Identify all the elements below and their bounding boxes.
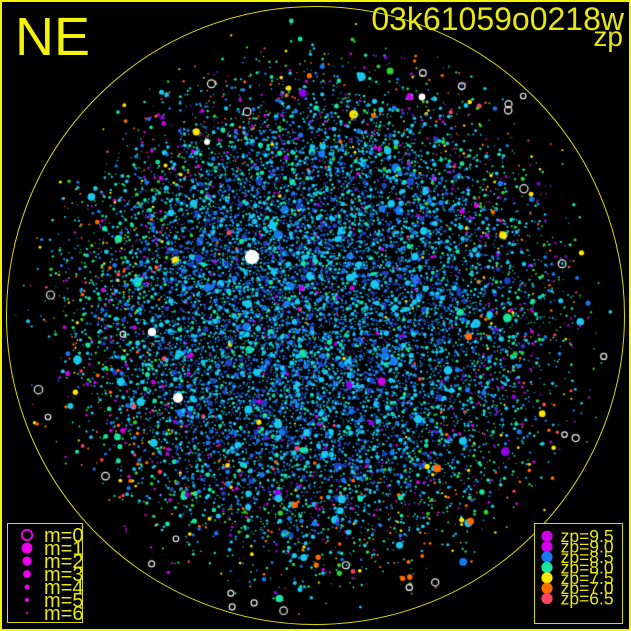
svg-text:m=6: m=6	[44, 603, 83, 625]
svg-text:zp=6.5: zp=6.5	[561, 588, 614, 608]
